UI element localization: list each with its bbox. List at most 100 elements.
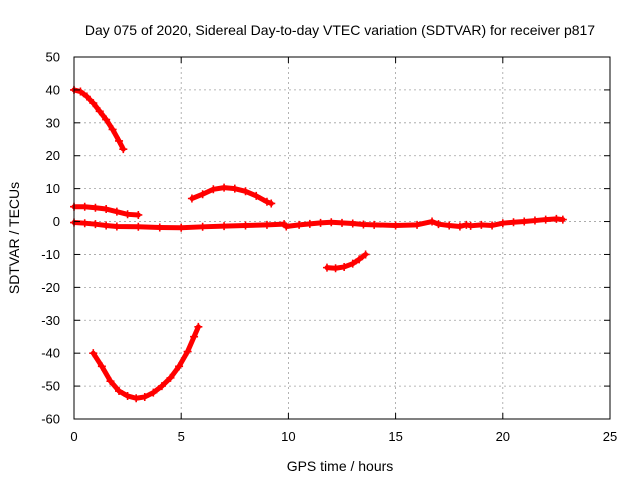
data-point (175, 362, 184, 371)
y-tick-label: 10 (46, 181, 60, 196)
data-point (445, 221, 454, 230)
x-tick-label: 5 (178, 429, 185, 444)
data-point (115, 136, 124, 145)
data-point (198, 190, 207, 199)
data-point (123, 210, 132, 219)
y-tick-label: -10 (41, 247, 60, 262)
series-2 (70, 202, 143, 219)
data-point (466, 221, 475, 230)
chart-title: Day 075 of 2020, Sidereal Day-to-day VTE… (85, 22, 595, 38)
data-point (102, 221, 111, 230)
x-tick-label: 15 (388, 429, 402, 444)
y-tick-label: 30 (46, 115, 60, 130)
plot-frame (73, 56, 611, 420)
series-3 (70, 218, 289, 232)
data-point (112, 222, 121, 231)
data-point (428, 217, 437, 226)
x-tick-label: 10 (281, 429, 295, 444)
data-point (157, 382, 166, 391)
data-point (327, 218, 336, 227)
data-point (119, 145, 128, 154)
data-point (331, 264, 340, 273)
y-tick-label: -20 (41, 280, 60, 295)
data-point (80, 219, 89, 228)
data-point (509, 218, 518, 227)
data-point (348, 259, 357, 268)
y-tick-label: 50 (46, 50, 60, 65)
data-point (209, 185, 218, 194)
series-6 (322, 250, 370, 273)
data-point (305, 219, 314, 228)
axis-ticks (73, 56, 611, 420)
data-point (82, 92, 91, 101)
data-point (355, 255, 364, 264)
data-point (348, 219, 357, 228)
y-tick-label: 20 (46, 148, 60, 163)
data-point (112, 207, 121, 216)
data-point (241, 187, 250, 196)
series-4 (282, 214, 567, 231)
data-point (91, 203, 100, 212)
data-point (361, 250, 370, 259)
data-point (413, 220, 422, 229)
data-point (166, 373, 175, 382)
data-point (434, 220, 443, 229)
data-point (252, 191, 261, 200)
y-tick-label: -40 (41, 346, 60, 361)
data-point (198, 222, 207, 231)
data-point (115, 387, 124, 396)
data-point (462, 220, 471, 229)
series-trace (90, 324, 201, 401)
data-point (267, 199, 276, 208)
data-point (230, 184, 239, 193)
data-point (220, 183, 229, 192)
data-point (391, 221, 400, 230)
data-point (338, 218, 346, 227)
data-point (220, 222, 229, 231)
series-5 (187, 183, 276, 208)
y-tick-label: 0 (53, 214, 60, 229)
data-point (108, 125, 117, 134)
data-point (262, 220, 271, 229)
data-point (97, 362, 106, 371)
data-point (359, 220, 368, 229)
data-point (95, 107, 104, 116)
data-point (241, 221, 250, 230)
data-point (455, 222, 464, 231)
data-point (102, 115, 111, 124)
tick-labels: 0 5 10 15 20 25 50 40 30 20 10 0 -10 -20 -30 -40 -50 -60 (41, 50, 617, 445)
data-point (123, 391, 132, 400)
data-point (183, 347, 192, 356)
data-point (91, 220, 100, 229)
data-point (140, 392, 149, 401)
data-point (149, 388, 158, 397)
y-axis-label: SDTVAR / TECUs (6, 182, 22, 294)
data-point (194, 322, 203, 331)
data-point (322, 263, 331, 272)
data-point (558, 215, 567, 224)
data-point (134, 222, 143, 231)
y-tick-label: 40 (46, 82, 60, 97)
data-point (132, 394, 141, 403)
data-point (541, 215, 550, 224)
data-point (295, 220, 304, 229)
data-point (262, 197, 271, 206)
x-tick-label: 25 (603, 429, 617, 444)
y-tick-label: -50 (41, 379, 60, 394)
series-1 (70, 85, 128, 154)
data-point (89, 349, 98, 358)
data-point (134, 210, 143, 219)
series-7 (89, 322, 203, 403)
data-point (106, 377, 115, 386)
data-point (177, 223, 186, 232)
data-point (316, 218, 325, 227)
data-point (530, 216, 539, 225)
y-tick-label: -60 (41, 412, 60, 427)
data-point (89, 99, 98, 108)
data-point (340, 262, 349, 271)
grid-lines (74, 57, 610, 419)
data-point (102, 205, 111, 214)
data-point (520, 217, 529, 226)
x-tick-label: 0 (70, 429, 77, 444)
